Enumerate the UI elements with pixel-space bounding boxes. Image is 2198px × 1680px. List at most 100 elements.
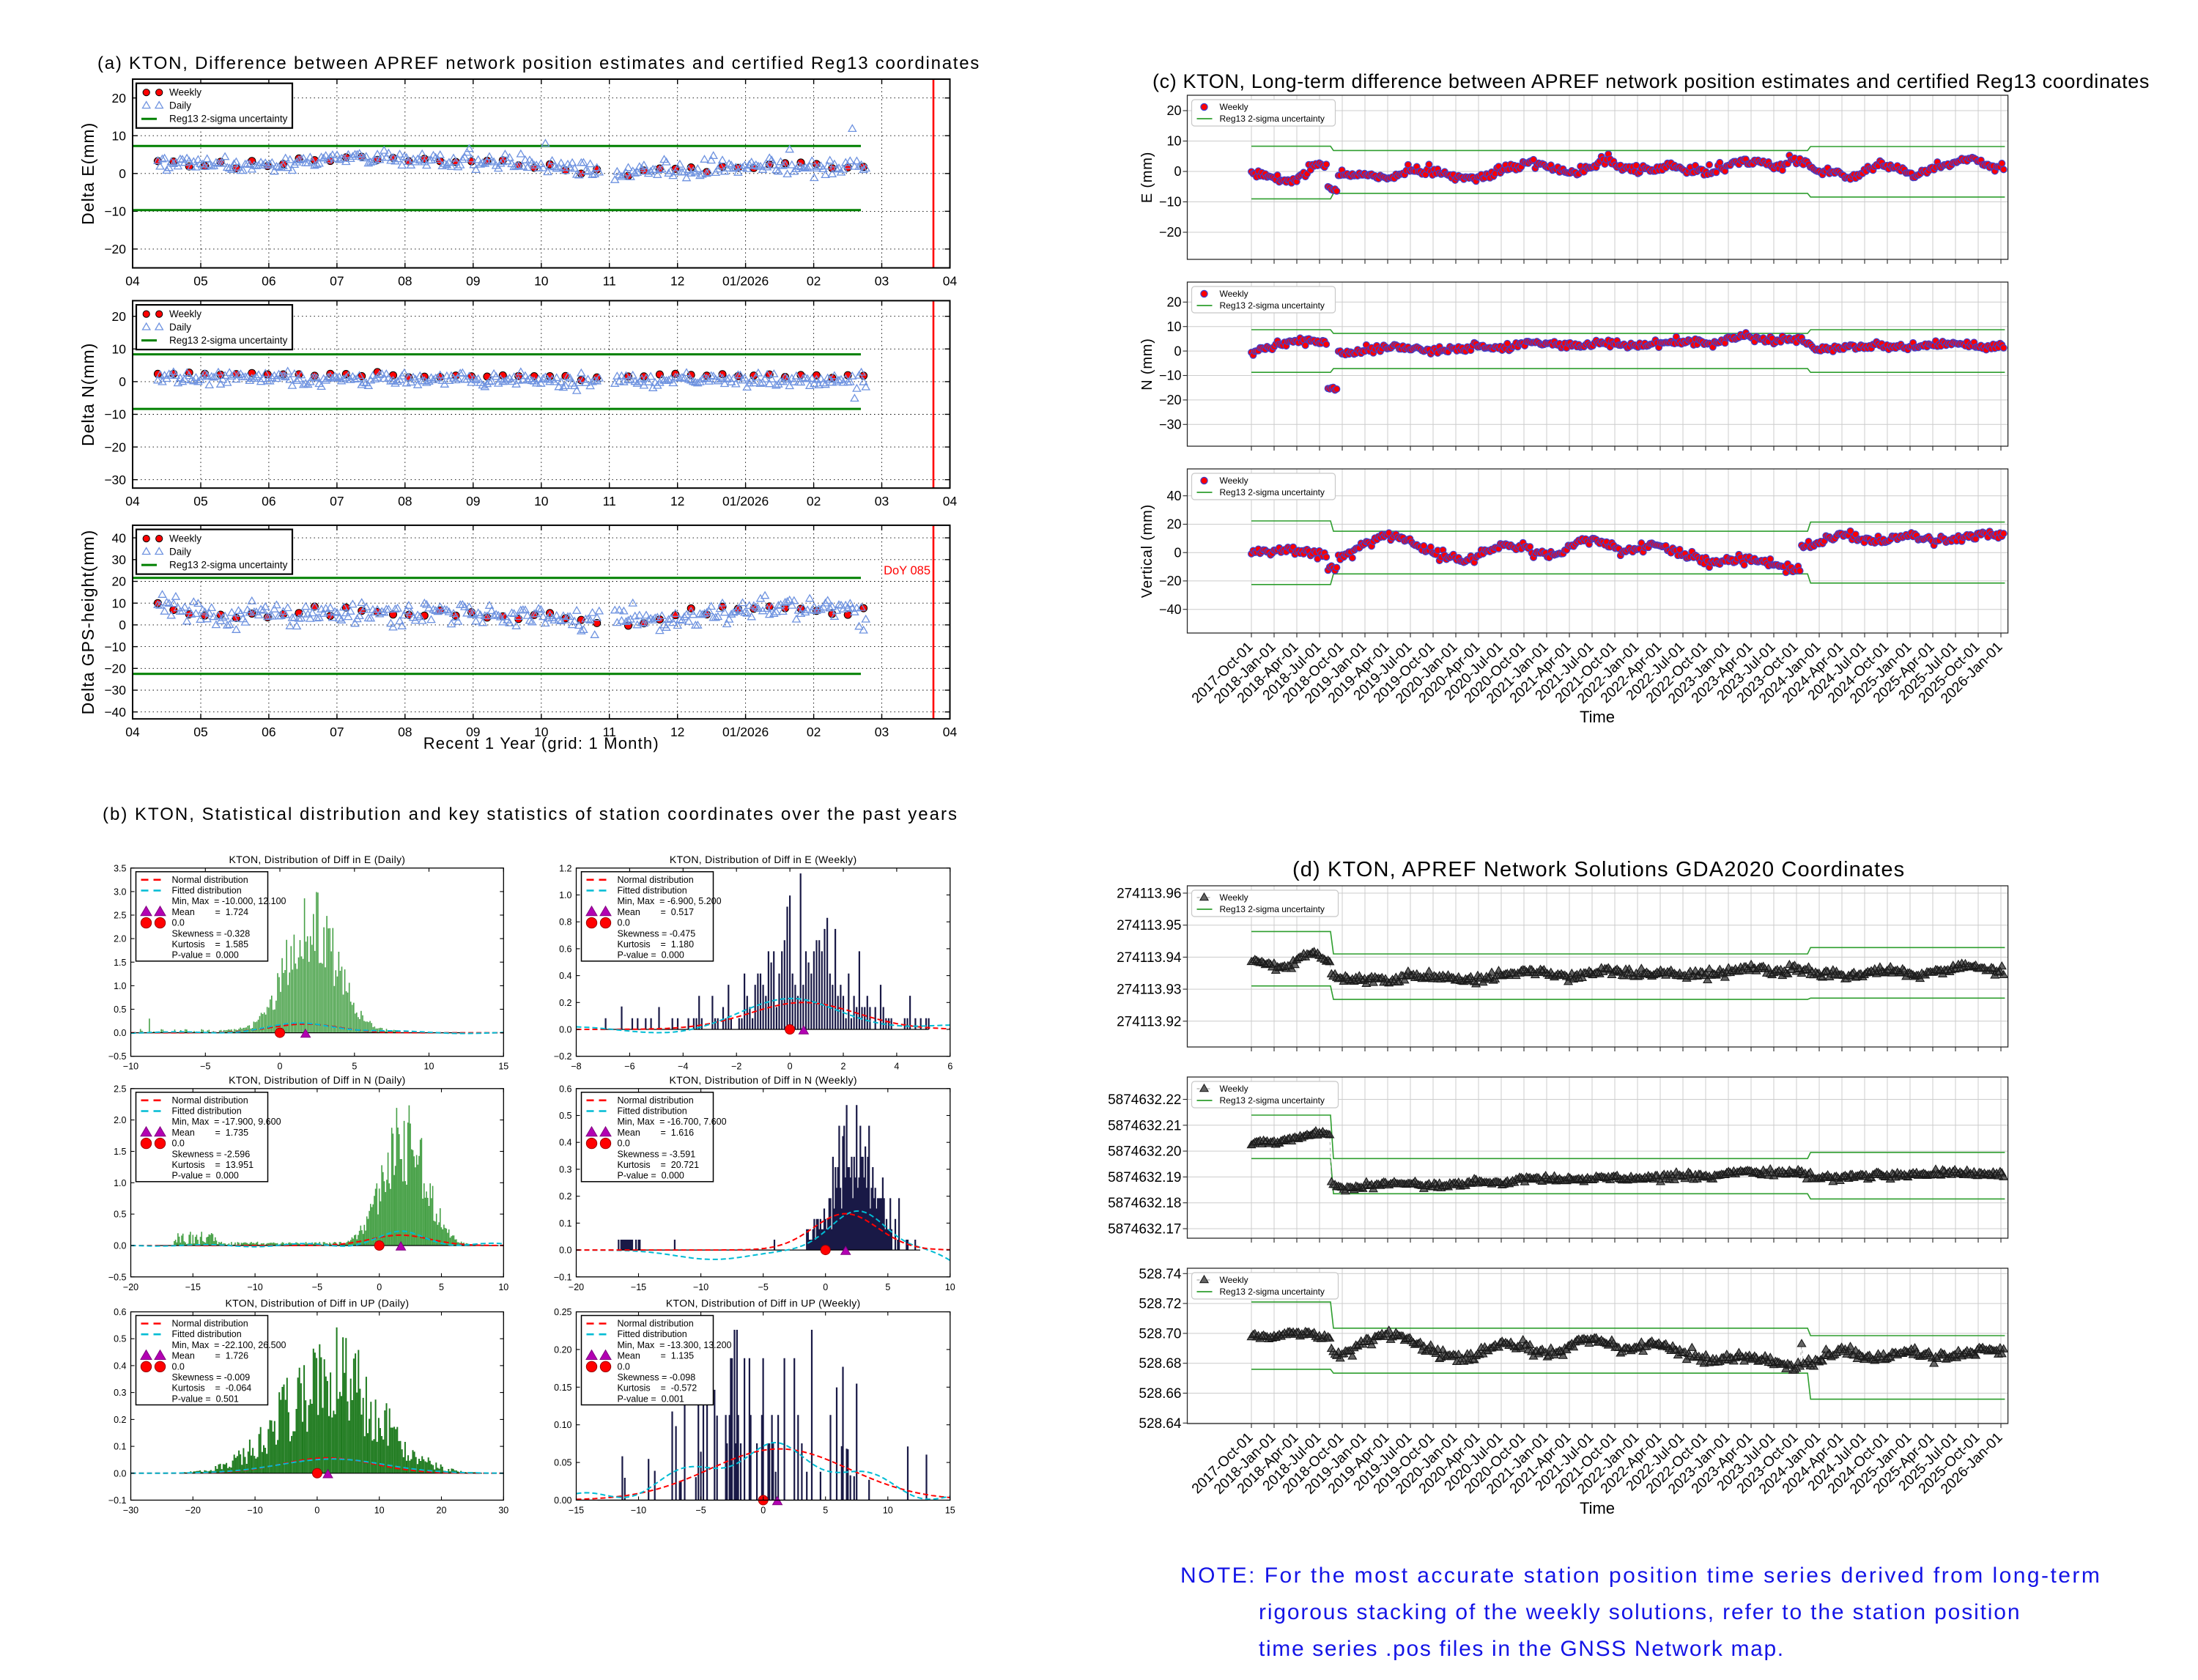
svg-text:0.0: 0.0	[172, 1139, 185, 1149]
svg-text:N (mm): N (mm)	[1139, 338, 1155, 390]
svg-text:−10: −10	[631, 1506, 646, 1516]
svg-text:−10: −10	[1159, 369, 1182, 383]
svg-text:10: 10	[374, 1506, 385, 1516]
svg-text:E (mm): E (mm)	[1139, 152, 1155, 203]
svg-text:0.5: 0.5	[114, 1210, 126, 1220]
svg-text:−20: −20	[123, 1282, 138, 1292]
svg-text:0.6: 0.6	[114, 1307, 126, 1317]
svg-text:−0.5: −0.5	[108, 1051, 127, 1062]
svg-text:Mean = 1.616: Mean = 1.616	[618, 1128, 695, 1138]
svg-text:06: 06	[262, 494, 275, 508]
svg-text:Min, Max = -13.300, 13.200: Min, Max = -13.300, 13.200	[618, 1340, 732, 1350]
svg-text:KTON, Distribution of Diff in: KTON, Distribution of Diff in N (Daily)	[229, 1074, 405, 1086]
svg-text:12: 12	[670, 274, 684, 289]
svg-text:0.6: 0.6	[559, 944, 571, 954]
svg-text:0.0: 0.0	[114, 1468, 126, 1479]
svg-text:40: 40	[1166, 489, 1181, 503]
svg-text:Weekly: Weekly	[1220, 1275, 1248, 1285]
svg-text:12: 12	[670, 725, 684, 739]
svg-text:P-value = 0.501: P-value = 0.501	[172, 1394, 239, 1404]
svg-text:Vertical (mm): Vertical (mm)	[1139, 504, 1155, 598]
svg-text:(a) KTON, Difference between A: (a) KTON, Difference between APREF netwo…	[97, 53, 980, 73]
svg-text:5: 5	[352, 1062, 357, 1072]
svg-text:02: 02	[807, 725, 821, 739]
svg-text:Fitted distribution: Fitted distribution	[618, 1106, 687, 1117]
svg-text:−20: −20	[104, 242, 126, 256]
svg-text:Weekly: Weekly	[169, 308, 201, 319]
svg-text:528.74: 528.74	[1139, 1267, 1182, 1282]
svg-text:1.0: 1.0	[559, 890, 571, 900]
svg-text:KTON, Distribution of Diff in: KTON, Distribution of Diff in E (Weekly)	[670, 854, 857, 865]
svg-text:0.0: 0.0	[618, 1139, 630, 1149]
svg-text:0.2: 0.2	[559, 998, 571, 1008]
svg-text:20: 20	[1166, 295, 1181, 310]
svg-text:10: 10	[424, 1062, 434, 1072]
svg-text:5874632.19: 5874632.19	[1108, 1170, 1181, 1185]
svg-text:P-value = 0.001: P-value = 0.001	[618, 1394, 684, 1404]
svg-text:0.8: 0.8	[559, 917, 571, 928]
svg-text:−20: −20	[1159, 574, 1182, 588]
svg-text:01/2026: 01/2026	[722, 274, 769, 289]
svg-text:0.00: 0.00	[554, 1495, 571, 1506]
svg-text:20: 20	[1166, 517, 1181, 532]
svg-text:06: 06	[262, 274, 275, 289]
svg-text:Fitted distribution: Fitted distribution	[618, 886, 687, 896]
svg-text:274113.94: 274113.94	[1117, 950, 1182, 966]
svg-text:Kurtosis = 1.585: Kurtosis = 1.585	[172, 939, 249, 950]
svg-text:Kurtosis = 1.180: Kurtosis = 1.180	[618, 939, 695, 950]
svg-text:274113.92: 274113.92	[1117, 1014, 1181, 1029]
svg-text:(b) KTON, Statistical distribu: (b) KTON, Statistical distribution and k…	[103, 804, 958, 824]
svg-text:5: 5	[439, 1282, 444, 1292]
svg-text:Normal distribution: Normal distribution	[172, 1319, 248, 1329]
svg-text:10: 10	[534, 274, 549, 289]
svg-text:Kurtosis = 13.951: Kurtosis = 13.951	[172, 1160, 254, 1170]
svg-text:2.5: 2.5	[114, 1084, 126, 1094]
svg-text:3.0: 3.0	[114, 887, 126, 897]
svg-text:−10: −10	[693, 1282, 708, 1292]
svg-text:Min, Max = -16.700, 7.600: Min, Max = -16.700, 7.600	[618, 1117, 727, 1127]
svg-text:1.0: 1.0	[114, 1178, 126, 1188]
svg-text:Reg13 2-sigma uncertainty: Reg13 2-sigma uncertainty	[169, 560, 288, 571]
svg-text:Kurtosis = 20.721: Kurtosis = 20.721	[618, 1160, 700, 1170]
svg-text:20: 20	[437, 1506, 447, 1516]
svg-text:08: 08	[398, 494, 412, 508]
svg-text:274113.96: 274113.96	[1117, 887, 1181, 902]
svg-text:02: 02	[807, 274, 821, 289]
svg-text:20: 20	[1166, 103, 1181, 118]
svg-text:10: 10	[1166, 319, 1181, 334]
svg-text:−20: −20	[185, 1506, 201, 1516]
svg-text:Fitted distribution: Fitted distribution	[172, 886, 242, 896]
svg-text:Daily: Daily	[169, 100, 191, 111]
svg-text:0: 0	[788, 1062, 793, 1072]
svg-text:Weekly: Weekly	[169, 87, 201, 98]
svg-text:0: 0	[314, 1506, 319, 1516]
svg-text:0.20: 0.20	[554, 1344, 571, 1355]
svg-text:−0.2: −0.2	[554, 1051, 572, 1062]
svg-text:Min, Max = -10.000, 12.100: Min, Max = -10.000, 12.100	[172, 896, 286, 906]
svg-text:528.64: 528.64	[1139, 1416, 1182, 1432]
svg-text:Mean = 1.724: Mean = 1.724	[172, 907, 249, 917]
svg-text:5874632.20: 5874632.20	[1108, 1144, 1181, 1160]
svg-text:−40: −40	[1159, 602, 1182, 617]
svg-text:10: 10	[1166, 134, 1181, 149]
svg-text:0.25: 0.25	[554, 1307, 571, 1317]
svg-text:5874632.22: 5874632.22	[1108, 1092, 1181, 1108]
svg-text:1.5: 1.5	[114, 958, 126, 968]
svg-text:0.2: 0.2	[114, 1415, 126, 1425]
svg-text:528.66: 528.66	[1139, 1386, 1181, 1402]
svg-text:09: 09	[466, 494, 480, 508]
svg-text:Mean = 1.726: Mean = 1.726	[172, 1351, 249, 1361]
svg-text:274113.95: 274113.95	[1117, 918, 1181, 933]
svg-text:6: 6	[947, 1062, 952, 1072]
svg-text:−10: −10	[104, 640, 126, 654]
svg-text:−10: −10	[123, 1062, 138, 1072]
svg-text:Mean = 0.517: Mean = 0.517	[618, 907, 695, 917]
svg-text:0.0: 0.0	[114, 1028, 126, 1038]
svg-text:03: 03	[875, 274, 889, 289]
svg-text:20: 20	[112, 91, 127, 106]
svg-text:0.5: 0.5	[559, 1111, 571, 1121]
svg-text:Mean = 1.135: Mean = 1.135	[618, 1351, 695, 1361]
svg-text:04: 04	[943, 494, 958, 508]
svg-text:09: 09	[466, 274, 480, 289]
svg-text:−0.5: −0.5	[108, 1272, 127, 1282]
